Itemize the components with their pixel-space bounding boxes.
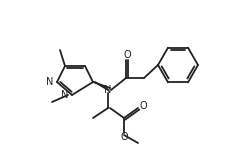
- Text: O: O: [120, 132, 128, 142]
- Text: N: N: [46, 77, 53, 87]
- Text: O: O: [123, 50, 131, 60]
- Text: O: O: [139, 101, 147, 111]
- Text: N: N: [61, 90, 68, 100]
- Text: N: N: [104, 85, 112, 95]
